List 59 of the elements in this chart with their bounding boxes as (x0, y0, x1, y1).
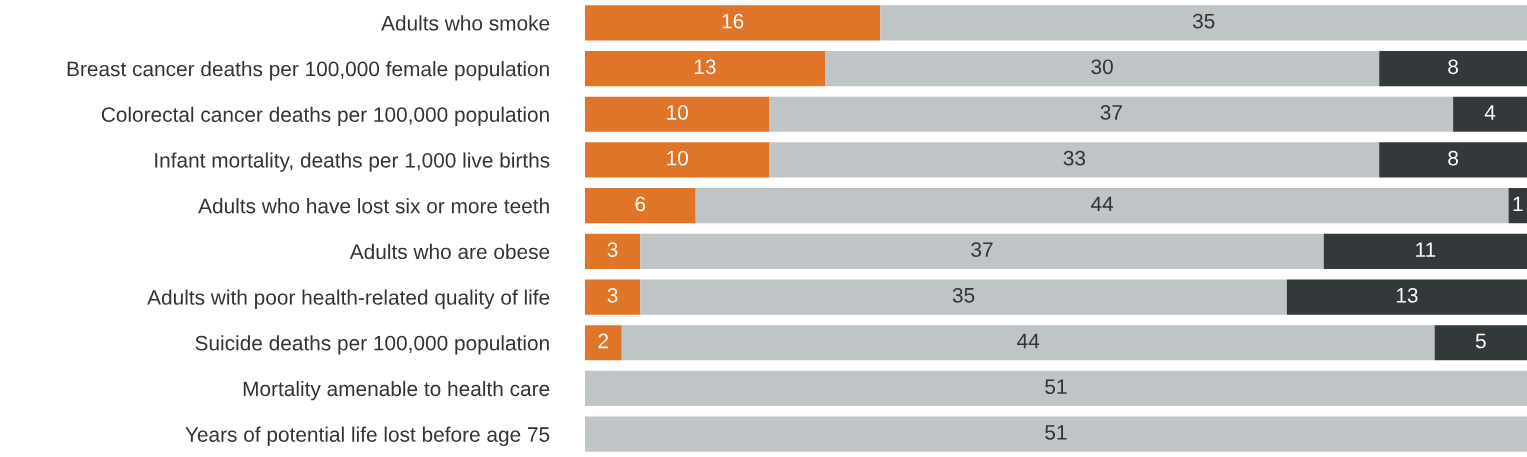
bar (584, 188, 696, 224)
bar (1434, 325, 1527, 361)
data-label: 13 (1396, 287, 1418, 303)
data-label: 10 (667, 150, 688, 166)
bar (695, 188, 1509, 224)
data-label: 3 (607, 287, 618, 303)
bar (584, 325, 622, 361)
bar (584, 416, 1527, 452)
y-tick-label: Adults who are obese (349, 243, 550, 260)
bar (584, 279, 641, 315)
data-label: 11 (1416, 242, 1436, 257)
data-label: 44 (1091, 196, 1114, 212)
y-tick-label: Suicide deaths per 100,000 population (195, 335, 549, 355)
bar (584, 233, 641, 269)
bar (1286, 279, 1527, 315)
bar (584, 5, 881, 41)
bar (1323, 233, 1527, 269)
data-label: 16 (722, 13, 744, 29)
data-label: 37 (1100, 105, 1122, 120)
y-tick-label: Infant mortality, deaths per 1,000 live births (155, 152, 550, 172)
data-label: 2 (598, 333, 609, 349)
y-tick-label: Breast cancer deaths per 100,000 female population (67, 61, 549, 81)
y-tick-label: Adults with poor health-related quality of life (147, 289, 550, 309)
data-label: 6 (635, 196, 646, 212)
data-label: 30 (1091, 59, 1113, 75)
data-label: 35 (1192, 13, 1215, 29)
bar (825, 50, 1380, 87)
y-tick-label: Adults who smoke (381, 15, 550, 31)
data-label: 13 (694, 59, 716, 75)
data-label: 4 (1484, 105, 1496, 120)
bar (584, 370, 1527, 407)
bar (584, 50, 825, 87)
data-label: 44 (1017, 333, 1040, 349)
y-tick-label: Mortality amenable to health care (243, 380, 550, 401)
data-label: 37 (971, 242, 993, 257)
bar (621, 325, 1435, 361)
data-label: 1 (1513, 196, 1523, 212)
data-label: 51 (1045, 425, 1067, 440)
data-label: 8 (1448, 59, 1458, 75)
data-label: 33 (1063, 150, 1086, 166)
bar (640, 279, 1287, 315)
data-label: 3 (607, 242, 618, 257)
data-label: 8 (1448, 150, 1458, 166)
data-label: 10 (667, 105, 688, 120)
y-tick-label: Colorectal cancer deaths per 100,000 population (101, 106, 549, 127)
bar (769, 142, 1380, 178)
data-label: 51 (1045, 379, 1067, 395)
bar (584, 142, 770, 178)
bar (769, 96, 1454, 132)
bar (584, 96, 770, 132)
bar (640, 233, 1324, 269)
data-label: 35 (952, 287, 975, 303)
y-tick-label: Years of potential life lost before age 75 (185, 426, 550, 447)
bar (1453, 96, 1527, 132)
data-label: 5 (1475, 333, 1486, 349)
bar (1379, 142, 1527, 178)
bar (880, 5, 1527, 41)
y-tick-label: Adults who have lost six or more teeth (198, 198, 549, 214)
bar (1379, 50, 1527, 87)
